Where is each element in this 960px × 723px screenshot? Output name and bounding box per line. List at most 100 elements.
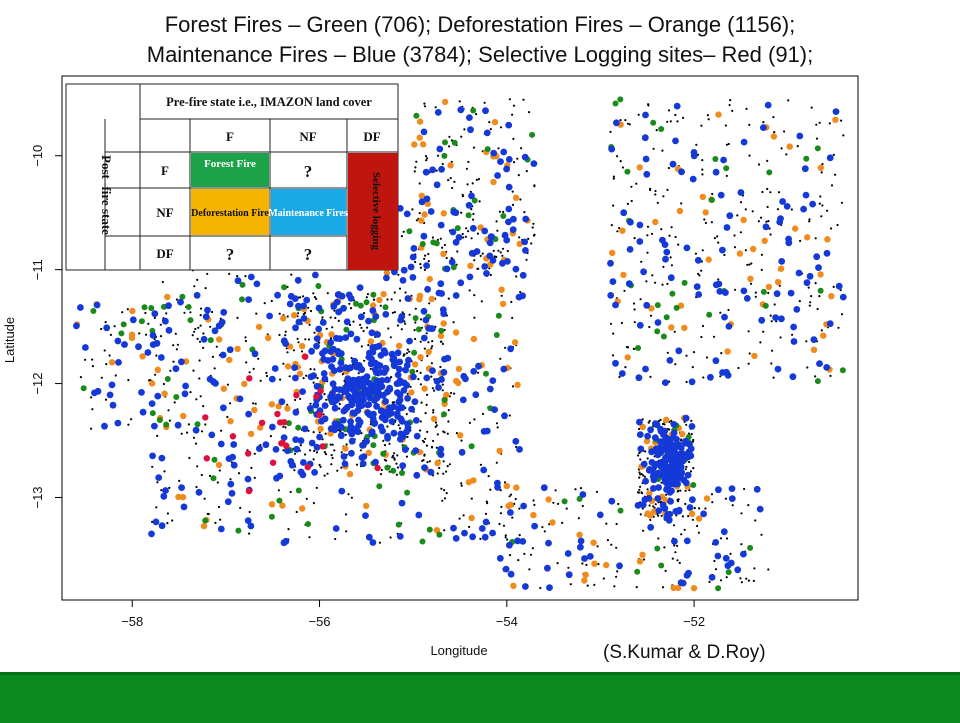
fire-point-deforestation	[516, 240, 523, 248]
background-point	[309, 309, 313, 313]
fire-point-maintenance	[403, 361, 411, 369]
background-point	[830, 184, 834, 187]
fire-point-forest	[419, 538, 426, 545]
fire-point-maintenance	[608, 145, 616, 153]
fire-point-deforestation	[268, 401, 276, 408]
fire-point-forest	[654, 328, 661, 335]
background-point	[430, 375, 433, 378]
background-point	[832, 153, 835, 156]
fire-point-maintenance	[586, 553, 594, 560]
background-point	[460, 439, 463, 442]
fire-point-maintenance	[210, 378, 217, 386]
background-point	[724, 124, 728, 127]
fire-point-maintenance	[728, 495, 736, 502]
fire-point-deforestation	[467, 262, 474, 269]
background-point	[103, 349, 106, 352]
background-point	[660, 514, 663, 517]
background-point	[326, 292, 329, 295]
background-point	[447, 297, 450, 300]
fire-point-maintenance	[496, 554, 504, 562]
fire-point-deforestation	[433, 527, 441, 534]
fire-point-maintenance	[181, 390, 189, 398]
legend-header: Pre-fire state i.e., IMAZON land cover	[166, 95, 372, 109]
background-point	[114, 374, 117, 377]
fire-point-maintenance	[334, 348, 342, 355]
fire-point-forest	[395, 521, 402, 528]
background-point	[649, 187, 652, 190]
fire-point-maintenance	[333, 396, 341, 404]
background-point	[754, 519, 757, 522]
fire-point-maintenance	[379, 427, 386, 435]
background-point	[648, 325, 651, 329]
background-point	[713, 237, 717, 240]
fire-point-forest	[483, 370, 489, 377]
fire-point-maintenance	[292, 408, 300, 416]
fire-point-maintenance	[178, 484, 186, 491]
background-point	[391, 311, 394, 314]
background-point	[155, 506, 158, 509]
background-point	[497, 249, 500, 252]
fire-point-maintenance	[338, 487, 346, 495]
fire-point-maintenance	[193, 291, 201, 299]
background-point	[628, 123, 631, 126]
fire-point-maintenance	[826, 320, 834, 328]
background-point	[189, 391, 192, 394]
fire-point-deforestation	[440, 320, 447, 327]
fire-point-maintenance	[244, 475, 252, 483]
background-point	[740, 512, 743, 515]
fire-point-maintenance	[620, 209, 628, 217]
fire-point-maintenance	[157, 354, 165, 361]
fire-point-maintenance	[311, 469, 318, 476]
fire-point-maintenance	[659, 236, 666, 244]
background-point	[186, 431, 189, 434]
fire-point-maintenance	[372, 313, 380, 320]
background-point	[282, 449, 285, 452]
background-point	[436, 154, 440, 157]
fire-point-maintenance	[383, 376, 391, 384]
background-point	[773, 131, 776, 134]
background-point	[647, 104, 650, 107]
fire-point-maintenance	[313, 342, 320, 350]
background-point	[508, 98, 511, 101]
fire-point-maintenance	[342, 334, 350, 341]
background-point	[652, 505, 655, 508]
fire-point-maintenance	[457, 106, 465, 114]
fire-point-maintenance	[406, 337, 413, 345]
background-point	[684, 502, 687, 506]
fire-point-maintenance	[669, 160, 677, 168]
fire-point-logging	[283, 442, 290, 449]
fire-point-maintenance	[149, 332, 157, 339]
background-point	[447, 179, 450, 182]
background-point	[130, 418, 133, 421]
fire-point-deforestation	[227, 418, 234, 425]
fire-point-forest	[370, 291, 377, 298]
x-tick-label: −52	[683, 614, 705, 629]
background-point	[671, 557, 674, 560]
fire-point-maintenance	[500, 365, 508, 373]
background-point	[405, 413, 408, 416]
background-point	[690, 419, 693, 422]
background-point	[757, 220, 761, 223]
fire-point-deforestation	[603, 561, 610, 569]
background-point	[624, 366, 627, 369]
background-point	[815, 123, 818, 126]
background-point	[479, 254, 482, 257]
fire-point-deforestation	[420, 141, 427, 148]
fire-point-maintenance	[640, 460, 648, 468]
background-point	[649, 314, 653, 317]
background-point	[313, 331, 316, 334]
background-point	[612, 332, 615, 335]
background-point	[698, 507, 701, 510]
fire-point-maintenance	[313, 335, 321, 342]
fire-point-maintenance	[413, 471, 421, 479]
fire-point-maintenance	[634, 502, 642, 509]
fire-point-maintenance	[397, 435, 404, 443]
fire-point-maintenance	[655, 484, 662, 491]
background-point	[818, 121, 821, 124]
background-point	[470, 208, 473, 211]
fire-point-deforestation	[590, 539, 597, 546]
background-point	[458, 100, 461, 103]
fire-point-maintenance	[409, 274, 417, 281]
background-point	[432, 439, 435, 443]
fire-point-forest	[660, 333, 667, 340]
